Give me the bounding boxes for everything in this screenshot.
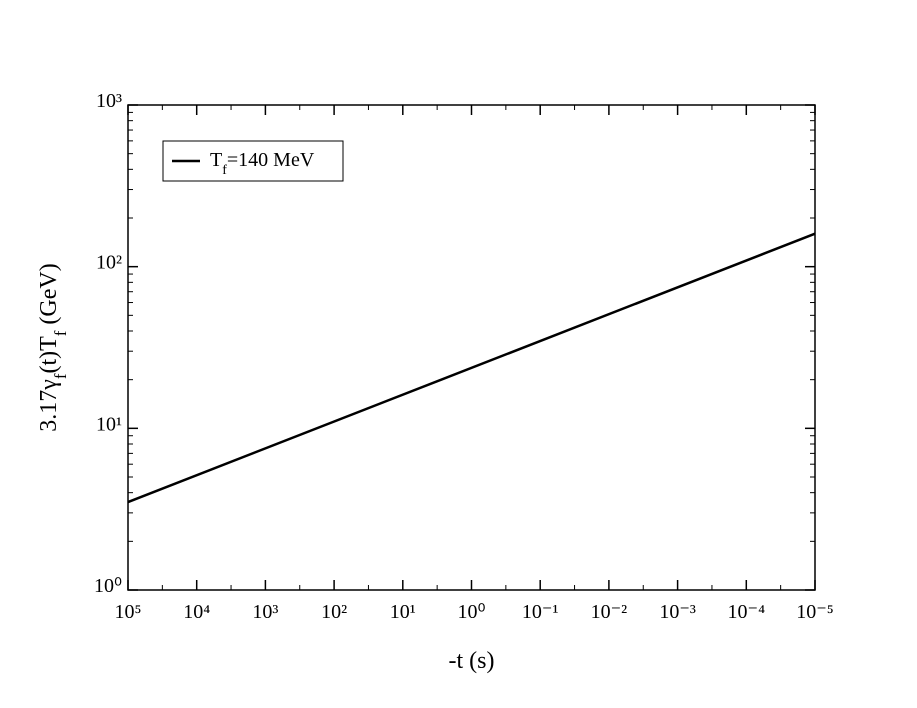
y-tick-label: 10¹ xyxy=(96,413,122,435)
x-tick-label: 10¹ xyxy=(390,601,416,623)
x-tick-label: 10⁰ xyxy=(457,601,485,623)
x-tick-label: 10⁴ xyxy=(183,601,210,623)
x-axis-label: -t (s) xyxy=(449,648,495,674)
x-tick-label: 10⁻³ xyxy=(659,601,696,623)
x-tick-label: 10² xyxy=(321,601,347,623)
legend-box xyxy=(162,140,344,182)
legend-label: Tf=140 MeV xyxy=(210,149,315,178)
x-tick-label: 10³ xyxy=(252,601,278,623)
y-axis-label: 3.17γf(t)Tf (GeV) xyxy=(36,263,70,431)
y-tick-label: 10⁰ xyxy=(94,575,122,597)
x-tick-label: 10⁻¹ xyxy=(522,601,559,623)
data-line xyxy=(127,232,816,504)
y-tick-label: 10² xyxy=(96,252,122,274)
y-tick-label: 10³ xyxy=(96,90,122,112)
x-tick-label: 10⁵ xyxy=(115,601,142,623)
x-tick-label: 10⁻² xyxy=(591,601,628,623)
x-tick-label: 10⁻⁵ xyxy=(796,601,834,623)
x-tick-label: 10⁻⁴ xyxy=(728,601,766,623)
